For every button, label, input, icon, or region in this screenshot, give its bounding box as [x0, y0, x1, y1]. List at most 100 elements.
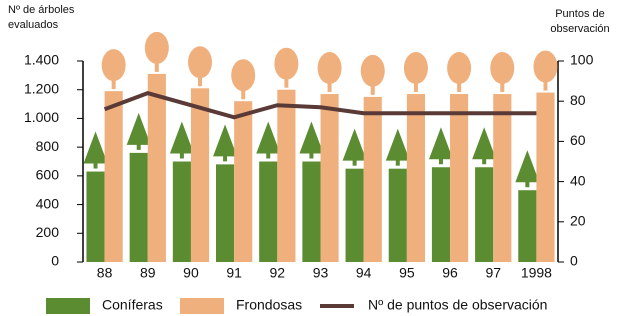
- bar: [432, 167, 450, 262]
- y2-tick-label: 80: [570, 92, 586, 108]
- legend-label: Frondosas: [236, 297, 302, 313]
- tree-icon: [266, 153, 270, 159]
- x-tick-label: 95: [399, 265, 415, 281]
- y2-tick-label: 20: [570, 213, 586, 229]
- tree-icon: [94, 163, 98, 169]
- tree-icon: [137, 144, 141, 150]
- y-tick-label: 1.200: [24, 80, 59, 96]
- y2-tick-label: 40: [570, 172, 586, 188]
- x-tick-label: 91: [226, 265, 242, 281]
- bar: [321, 94, 339, 262]
- tree-icon: [500, 82, 504, 92]
- y-tick-label: 1.400: [24, 52, 59, 68]
- bar: [536, 93, 554, 262]
- x-tick-label: 88: [97, 265, 113, 281]
- bar: [475, 167, 493, 262]
- y-axis-label: Nº de árboles: [8, 4, 75, 16]
- tree-icon: [84, 132, 108, 164]
- bar: [191, 88, 209, 262]
- tree-icon: [299, 122, 323, 154]
- tree-icon: [439, 158, 443, 164]
- legend-label: Nº de puntos de observación: [368, 297, 547, 313]
- tree-icon: [145, 32, 169, 64]
- y2-tick-label: 60: [570, 132, 586, 148]
- y-axis-label: evaluados: [8, 19, 59, 31]
- bar: [518, 190, 536, 262]
- y-tick-label: 600: [36, 167, 60, 183]
- tree-icon: [371, 85, 375, 95]
- tree-icon: [241, 89, 245, 99]
- y-tick-label: 0: [51, 253, 59, 269]
- bar: [389, 169, 407, 262]
- x-tick-label: 93: [313, 265, 329, 281]
- tree-icon: [274, 48, 298, 80]
- tree-icon: [318, 52, 342, 84]
- tree-icon: [482, 158, 486, 164]
- bar: [86, 172, 104, 262]
- x-tick-label: 1998: [521, 265, 552, 281]
- legend-swatch: [46, 298, 90, 314]
- bar: [130, 153, 148, 262]
- y2-tick-label: 0: [570, 253, 578, 269]
- y-tick-label: 800: [36, 138, 60, 154]
- tree-icon: [353, 160, 357, 166]
- y-tick-label: 400: [36, 195, 60, 211]
- y2-axis-label: observación: [550, 23, 609, 35]
- legend-swatch: [180, 298, 224, 314]
- bar: [450, 94, 468, 262]
- y-tick-label: 200: [36, 224, 60, 240]
- tree-icon: [256, 122, 280, 154]
- tree-icon: [223, 155, 227, 161]
- bar: [493, 94, 511, 262]
- bar: [302, 162, 320, 263]
- tree-icon: [127, 113, 151, 145]
- tree-icon: [198, 76, 202, 86]
- bar: [148, 74, 166, 262]
- x-tick-label: 90: [183, 265, 199, 281]
- bar: [277, 90, 295, 262]
- tree-icon: [284, 78, 288, 88]
- tree-icon: [155, 62, 159, 72]
- tree-icon: [112, 79, 116, 89]
- tree-icon: [328, 82, 332, 92]
- y2-tick-label: 100: [570, 52, 594, 68]
- bar: [364, 97, 382, 262]
- tree-icon: [472, 127, 496, 159]
- tree-icon: [309, 153, 313, 159]
- bar: [173, 162, 191, 263]
- bar: [105, 91, 123, 262]
- y2-axis-label: Puntos de: [555, 8, 605, 20]
- tree-icon: [543, 81, 547, 91]
- chart: Nº de árboles evaluados Puntos de observ…: [0, 0, 617, 316]
- tree-icon: [231, 59, 255, 91]
- tree-icon: [396, 160, 400, 166]
- tree-icon: [188, 46, 212, 78]
- legend-label: Coníferas: [102, 297, 163, 313]
- x-tick-label: 92: [270, 265, 286, 281]
- tree-icon: [404, 52, 428, 84]
- x-tick-label: 89: [140, 265, 156, 281]
- tree-icon: [213, 124, 237, 156]
- tree-icon: [170, 122, 194, 154]
- bar: [407, 94, 425, 262]
- tree-icon: [447, 52, 471, 84]
- bar: [346, 169, 364, 262]
- tree-icon: [361, 55, 385, 87]
- tree-icon: [180, 153, 184, 159]
- tree-icon: [102, 49, 126, 81]
- x-tick-label: 94: [356, 265, 372, 281]
- x-tick-label: 96: [442, 265, 458, 281]
- tree-icon: [386, 129, 410, 161]
- tree-icon: [525, 181, 529, 187]
- tree-icon: [429, 127, 453, 159]
- x-tick-label: 97: [485, 265, 501, 281]
- tree-icon: [490, 52, 514, 84]
- bar: [216, 164, 234, 262]
- tree-icon: [533, 51, 557, 83]
- y-tick-label: 1.000: [24, 109, 59, 125]
- tree-icon: [457, 82, 461, 92]
- bar: [259, 162, 277, 263]
- bar: [234, 101, 252, 262]
- tree-icon: [343, 129, 367, 161]
- tree-icon: [515, 150, 539, 182]
